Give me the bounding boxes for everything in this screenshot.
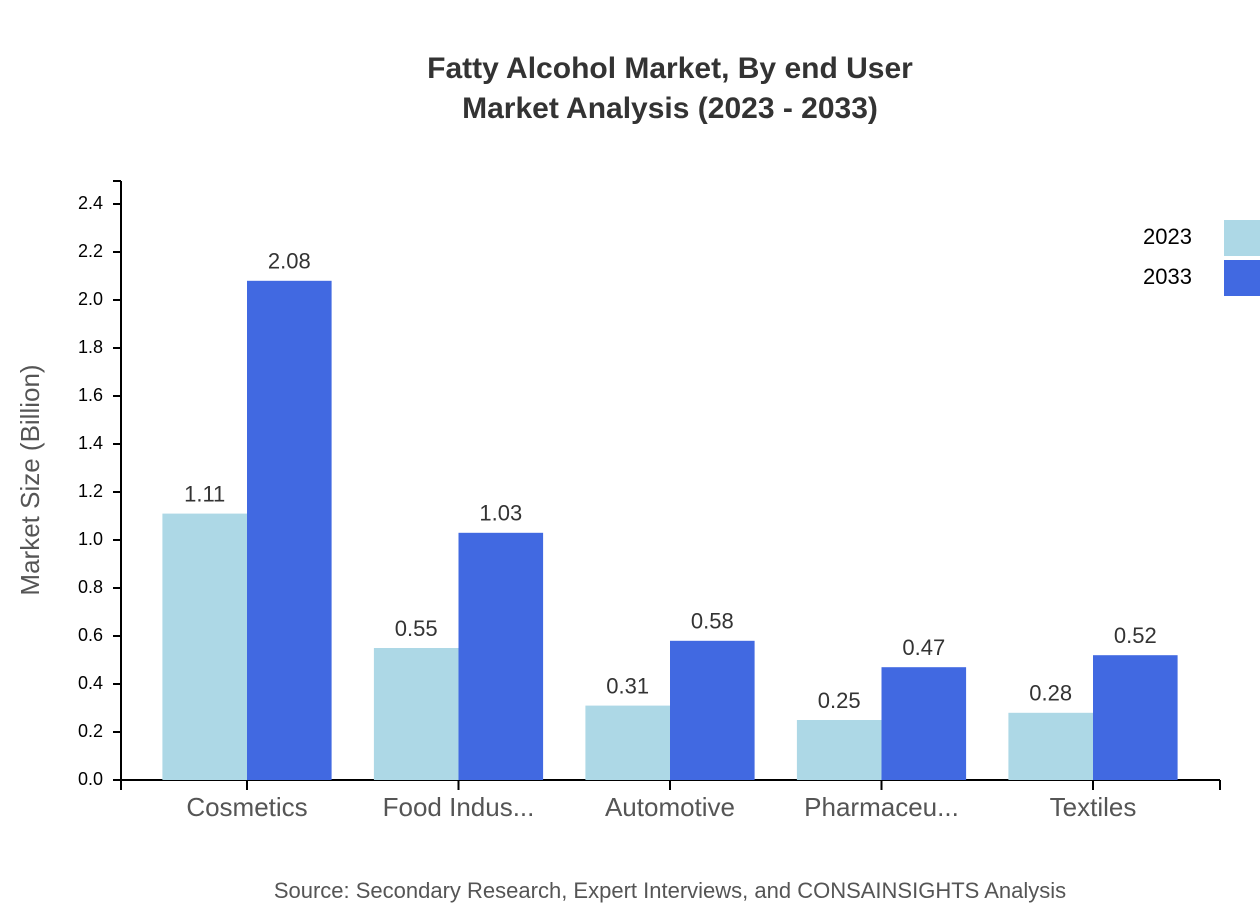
value-label: 0.31 [606, 673, 649, 698]
y-tick-label: 2.4 [78, 193, 103, 213]
legend-label: 2033 [1143, 264, 1192, 289]
chart-subtitle: Market Analysis (2023 - 2033) [462, 92, 878, 125]
y-tick-label: 1.6 [78, 385, 103, 405]
bar [796, 720, 882, 780]
value-label: 0.58 [691, 609, 734, 634]
value-label: 0.25 [818, 688, 861, 713]
chart-title: Fatty Alcohol Market, By end User [427, 52, 913, 85]
y-tick-label: 2.2 [78, 241, 103, 261]
bar [585, 705, 670, 780]
y-tick-label: 0.6 [78, 625, 103, 645]
legend-swatch [1224, 260, 1260, 296]
bar [670, 640, 755, 780]
y-tick-label: 1.0 [78, 529, 103, 549]
y-tick-label: 2.0 [78, 289, 103, 309]
value-label: 0.47 [902, 635, 945, 660]
y-tick-label: 1.8 [78, 337, 103, 357]
x-tick-label: Textiles [1050, 792, 1137, 822]
bar [1008, 712, 1093, 780]
y-tick-label: 1.2 [78, 481, 103, 501]
y-axis-label: Market Size (Billion) [15, 364, 45, 595]
y-tick-label: 0.0 [78, 769, 103, 789]
value-label: 1.03 [479, 501, 522, 526]
value-label: 0.55 [395, 616, 438, 641]
value-label: 1.11 [184, 481, 225, 506]
y-tick-label: 0.4 [78, 673, 103, 693]
x-tick-label: Pharmaceu... [804, 792, 959, 822]
bar [458, 532, 544, 780]
bar [247, 280, 332, 780]
x-tick-label: Cosmetics [186, 792, 307, 822]
source-note: Source: Secondary Research, Expert Inter… [274, 878, 1066, 903]
x-tick-label: Automotive [605, 792, 735, 822]
value-label: 0.28 [1029, 681, 1072, 706]
legend-label: 2023 [1143, 224, 1192, 249]
value-label: 0.52 [1114, 623, 1157, 648]
y-tick-label: 0.2 [78, 721, 103, 741]
bar [162, 513, 247, 780]
value-label: 2.08 [268, 249, 311, 274]
x-tick-label: Food Indus... [383, 792, 535, 822]
y-tick-label: 0.8 [78, 577, 103, 597]
y-tick-label: 1.4 [78, 433, 103, 453]
bar [881, 667, 967, 780]
bar [373, 648, 459, 780]
bar [1093, 655, 1178, 780]
legend-swatch [1224, 220, 1260, 256]
